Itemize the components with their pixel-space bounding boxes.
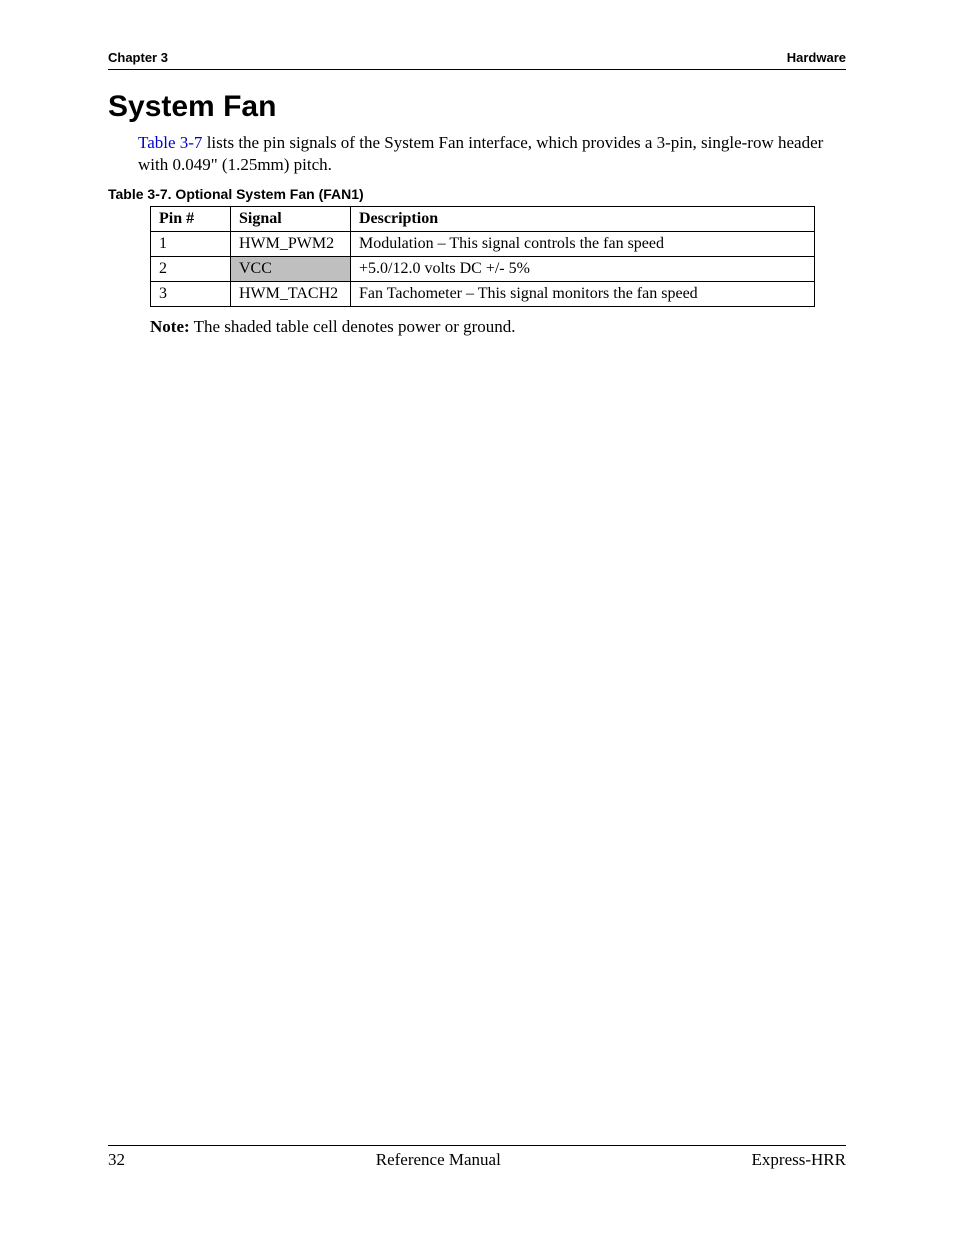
footer-center: Reference Manual	[376, 1150, 501, 1170]
col-header-pin: Pin #	[151, 207, 231, 232]
table-body: 1HWM_PWM2Modulation – This signal contro…	[151, 232, 815, 307]
header-section: Hardware	[787, 50, 846, 65]
table-caption: Table 3-7. Optional System Fan (FAN1)	[108, 186, 846, 202]
note-text: The shaded table cell denotes power or g…	[190, 317, 516, 336]
intro-text: lists the pin signals of the System Fan …	[138, 133, 823, 174]
table-reference-link[interactable]: Table 3-7	[138, 133, 202, 152]
cell-signal: VCC	[231, 257, 351, 282]
cell-description: Fan Tachometer – This signal monitors th…	[351, 282, 815, 307]
page-header: Chapter 3 Hardware	[108, 50, 846, 70]
cell-description: Modulation – This signal controls the fa…	[351, 232, 815, 257]
table-row: 1HWM_PWM2Modulation – This signal contro…	[151, 232, 815, 257]
footer-right: Express-HRR	[752, 1150, 846, 1170]
note-label: Note:	[150, 317, 190, 336]
cell-pin: 1	[151, 232, 231, 257]
table-header-row: Pin # Signal Description	[151, 207, 815, 232]
page-footer: 32 Reference Manual Express-HRR	[108, 1145, 846, 1170]
col-header-signal: Signal	[231, 207, 351, 232]
table-note: Note: The shaded table cell denotes powe…	[150, 317, 846, 337]
header-chapter: Chapter 3	[108, 50, 168, 65]
table-row: 2VCC+5.0/12.0 volts DC +/- 5%	[151, 257, 815, 282]
col-header-description: Description	[351, 207, 815, 232]
cell-signal: HWM_PWM2	[231, 232, 351, 257]
cell-pin: 3	[151, 282, 231, 307]
table-row: 3HWM_TACH2Fan Tachometer – This signal m…	[151, 282, 815, 307]
cell-pin: 2	[151, 257, 231, 282]
footer-page-number: 32	[108, 1150, 125, 1170]
pin-signal-table: Pin # Signal Description 1HWM_PWM2Modula…	[150, 206, 815, 307]
intro-paragraph: Table 3-7 lists the pin signals of the S…	[138, 132, 846, 176]
section-title: System Fan	[108, 90, 846, 124]
cell-signal: HWM_TACH2	[231, 282, 351, 307]
cell-description: +5.0/12.0 volts DC +/- 5%	[351, 257, 815, 282]
